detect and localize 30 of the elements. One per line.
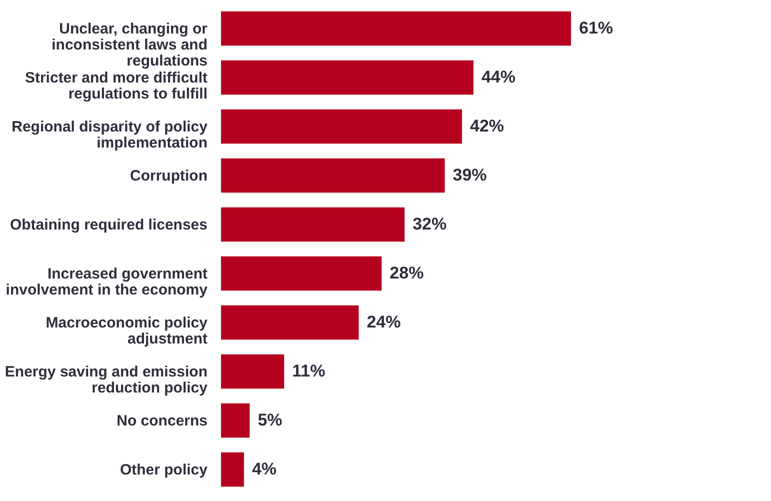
data-label: 4% [252,460,277,478]
y-tick-label: Unclear, changing or inconsistent laws and regulations [52,20,208,70]
y-tick-label: Obtaining required licenses [10,216,208,234]
data-label: 5% [258,410,282,430]
bar [221,109,462,144]
data-label: 24% [366,312,401,332]
y-tick-label: Regional disparity of policy implementation [12,118,208,152]
bar [221,11,571,46]
bar [221,354,284,389]
data-label: 61% [579,18,614,38]
data-label: 28% [390,264,424,282]
y-tick-label: Macroeconomic policy adjustment [46,314,208,348]
y-tick-label: Energy saving and emission reduction policy [4,364,208,396]
data-label: 39% [452,166,487,184]
y-tick-label: Stricter and more difficult regulations to fulfill [24,70,208,102]
bar [221,403,250,438]
bar [221,60,474,95]
bar [221,305,359,340]
y-tick-label: No concerns [116,412,208,430]
bar [221,158,445,193]
bar [221,256,382,291]
y-tick-label: Increased government involvement in the economy [6,266,208,298]
data-label: 44% [481,68,516,86]
y-tick-label: Corruption [130,168,208,184]
bar [221,207,405,242]
data-label: 42% [470,116,504,136]
data-label: 11% [292,362,326,380]
bar [221,452,244,487]
data-label: 32% [412,214,447,234]
y-tick-label: Other policy [120,462,208,478]
